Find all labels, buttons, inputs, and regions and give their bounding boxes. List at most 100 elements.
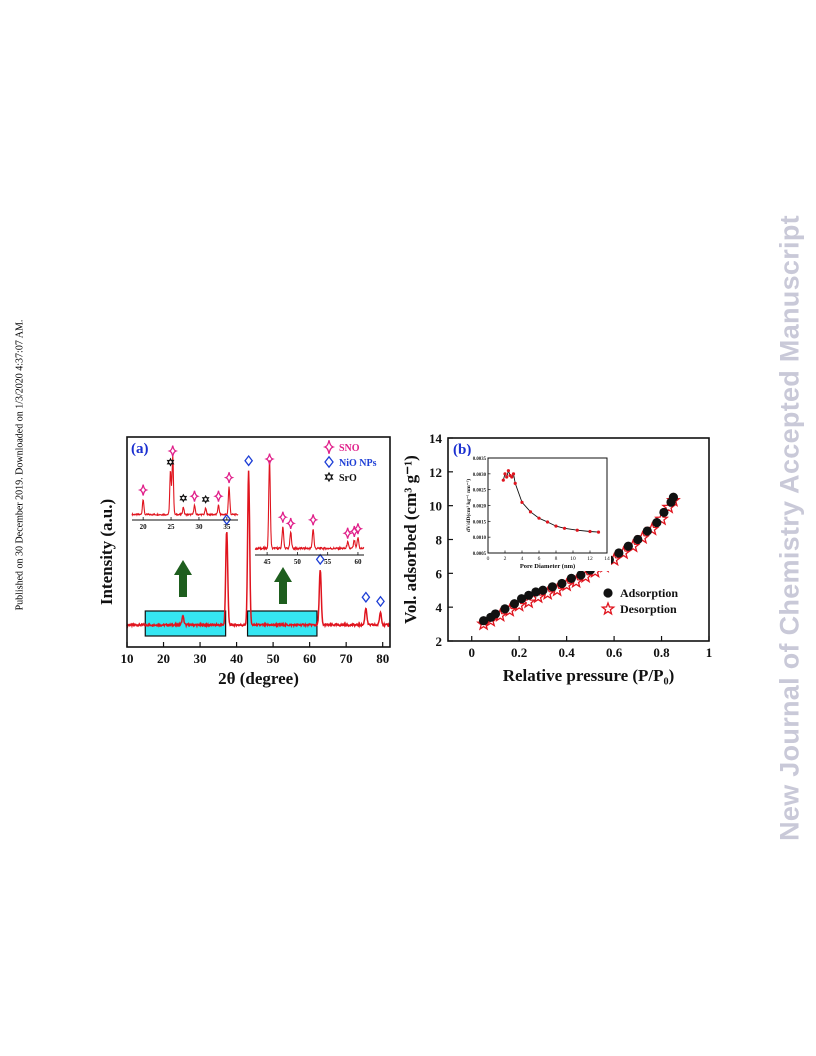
inset-b-x-tick-label-5: 10 [570,556,576,562]
pore-distribution-point-12 [554,524,558,528]
x-tick-label-b-5: 1 [706,645,713,660]
legend-entry-0: SNO [339,443,360,454]
inset-b-x-label: Pore Diameter (nm) [520,563,575,570]
inset-b-y-label: dV/dD(cm³ kg⁻¹ nm⁻¹) [465,479,472,532]
y-axis-label-b: Vol. adsorbed (cm³ g⁻¹) [401,455,420,624]
legend-marker-2 [324,471,334,483]
zoom-arrow-0 [174,560,192,597]
x-axis-label-a: 2θ (degree) [218,669,299,688]
panel-label-b: (b) [453,442,471,458]
x-tick-label-a-3: 40 [230,651,243,666]
inset-peak-marker-0-0 [137,484,149,496]
inset-b-x-tick-label-3: 6 [538,556,541,562]
pore-distribution-point-13 [562,526,567,530]
inset-b-x-tick-label-6: 12 [587,556,593,562]
adsorption-point-20 [652,517,662,528]
inset-peak-marker-1-1 [277,511,289,523]
adsorption-point-3 [500,604,510,614]
adsorption-point-19 [642,526,652,536]
inset-tick-label-1-2: 55 [324,558,332,566]
zoom-arrow-1 [274,567,292,604]
inset-peak-marker-0-7 [223,472,235,484]
inset-b-y-tick-label-1: 0.0010 [473,536,487,541]
inset-tick-label-1-3: 60 [354,558,362,566]
pore-distribution-point-10 [537,516,541,520]
adsorption-point-23 [668,492,679,502]
legend-desorption-marker [600,601,616,616]
inset-tick-label-0-1: 25 [168,523,176,531]
adsorption-point-4 [509,599,520,609]
x-tick-label-a-2: 30 [194,651,207,666]
inset-xrd-line-1 [254,460,365,552]
pore-distribution-point-5 [510,475,514,479]
y-tick-label-b-4: 10 [429,499,442,514]
pore-distribution-point-14 [575,528,579,532]
pore-distribution-point-9 [528,510,533,514]
x-tick-label-a-4: 50 [267,651,280,666]
pore-distribution-point-7 [513,481,517,485]
adsorption-point-9 [547,582,558,592]
xrd-pattern-line [126,470,391,629]
pore-distribution-point-0 [501,478,505,482]
inset-peak-marker-0-1 [166,457,175,467]
pore-distribution-point-15 [588,529,592,534]
legend-marker-0 [322,440,336,454]
y-tick-label-b-3: 8 [436,533,443,548]
inset-peak-marker-1-4 [342,527,353,539]
nio-peak-marker-4 [361,591,371,603]
inset-peak-marker-1-2 [285,517,296,529]
adsorption-point-7 [531,587,541,597]
adsorption-point-8 [538,585,548,595]
inset-peak-marker-0-3 [179,493,188,503]
x-tick-label-b-1: 0.2 [511,645,527,660]
inset-tick-label-0-2: 30 [195,523,203,531]
x-tick-label-b-2: 0.4 [559,645,576,660]
adsorption-point-5 [516,594,527,604]
inset-tick-label-0-0: 20 [140,523,148,531]
inset-b-y-tick-label-6: 0.0035 [473,457,487,462]
inset-b-x-tick-label-4: 8 [555,556,558,562]
pore-distribution-point-11 [545,520,550,524]
x-tick-label-b-0: 0 [468,645,475,660]
adsorption-point-21 [659,507,669,518]
pore-distribution-point-8 [520,500,524,504]
x-tick-label-b-3: 0.6 [606,645,623,660]
inset-peak-marker-0-2 [167,445,178,457]
inset-peak-marker-1-3 [307,514,319,526]
plot-frame-a [126,436,391,648]
pore-distribution-point-1 [503,472,507,476]
adsorption-point-12 [576,570,586,580]
pore-distribution-point-2 [505,475,509,479]
inset-b-x-tick-label-2: 4 [521,556,524,562]
inset-peak-marker-0-4 [189,490,200,502]
inset-peak-marker-1-6 [352,523,364,535]
nio-peak-marker-5 [376,595,385,608]
legend-adsorption-marker [603,588,613,598]
inset-tick-label-1-0: 45 [264,558,272,566]
nio-peak-marker-2 [244,454,254,467]
pore-distribution-point-6 [511,472,516,476]
inset-b-y-tick-label-4: 0.0025 [473,489,487,494]
nio-peak-marker-3 [315,553,325,566]
adsorption-point-0 [478,616,489,626]
y-tick-label-b-0: 2 [436,634,443,649]
y-tick-label-b-2: 6 [436,566,443,581]
legend-adsorption-label: Adsorption [620,586,678,600]
adsorption-point-17 [623,541,633,551]
inset-tick-label-0-3: 35 [223,523,231,531]
desorption-point-19 [654,511,670,526]
inset-b-y-tick-label-5: 0.0030 [473,473,487,478]
adsorption-point-10 [557,578,567,589]
legend-desorption-label: Desorption [620,602,677,616]
adsorption-point-18 [633,534,643,545]
inset-xrd-line-0 [131,455,239,517]
inset-b-x-tick-label-1: 2 [504,556,507,562]
x-tick-label-b-4: 0.8 [653,645,670,660]
panel-label-a: (a) [131,441,149,457]
x-tick-label-a-1: 20 [157,651,170,666]
pore-distribution-point-16 [596,530,601,534]
x-tick-label-a-0: 10 [121,651,134,666]
inset-peak-marker-1-0 [264,453,275,465]
